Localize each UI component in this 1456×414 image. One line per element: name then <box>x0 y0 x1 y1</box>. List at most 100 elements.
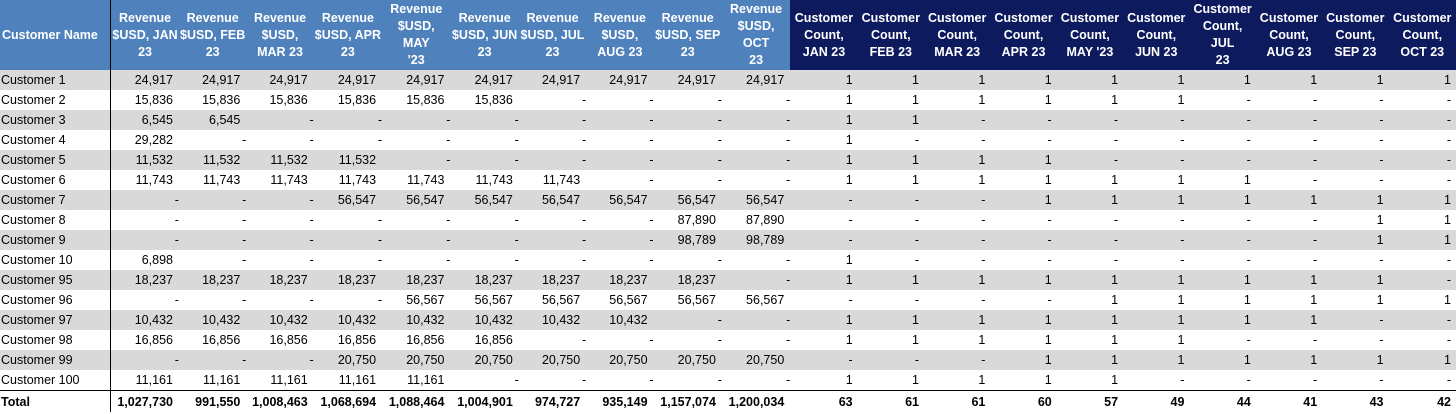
revenue-cell: - <box>586 330 654 350</box>
count-cell: 1 <box>857 90 924 110</box>
revenue-cell: 11,743 <box>382 170 451 190</box>
revenue-cell: 16,856 <box>246 330 314 350</box>
revenue-cell: 11,532 <box>110 150 179 170</box>
column-header-count-2[interactable]: Customer Count, FEB 23 <box>857 0 924 70</box>
table-row[interactable]: Customer 9- - - - - - - -98,789 98,789- - - - - - - -1 1 <box>0 230 1456 250</box>
count-cell: 1 <box>1189 270 1256 290</box>
table-row[interactable]: Customer 1 24,917 24,917 24,917 24,917 24,917… <box>0 70 1456 90</box>
column-header-customer-name[interactable]: Customer Name <box>0 0 112 70</box>
count-cell: 1 <box>790 70 858 90</box>
revenue-cell: - <box>110 230 179 250</box>
column-header-revenue-10[interactable]: Revenue $USD, OCT 23 <box>721 0 791 70</box>
table-row[interactable]: Customer 2 15,836 15,836 15,836 15,836 15,836… <box>0 90 1456 110</box>
count-cell: 1 <box>790 370 858 391</box>
column-header-revenue-9[interactable]: Revenue $USD, SEP 23 <box>653 0 722 70</box>
column-header-count-5[interactable]: Customer Count, MAY '23 <box>1056 0 1124 70</box>
revenue-cell: - <box>178 250 247 270</box>
count-cell: 1 <box>1189 170 1256 190</box>
header-line: 23 <box>477 44 492 59</box>
header-line: Count, <box>1335 27 1376 42</box>
count-cell: 1 <box>1056 270 1124 290</box>
count-cell: 1 <box>790 110 858 130</box>
column-header-count-10[interactable]: Customer Count, OCT 23 <box>1388 0 1456 70</box>
customer-name-cell: Customer 10 <box>0 250 112 270</box>
revenue-cell: 16,856 <box>178 330 247 350</box>
table-row[interactable]: Customer 6 11,743 11,743 11,743 11,743 11,743… <box>0 170 1456 190</box>
header-line: 23 <box>545 44 560 59</box>
header-line: MAR 23 <box>257 44 303 59</box>
revenue-cell: - <box>653 130 722 150</box>
table-row[interactable]: Customer 97 10,432 10,432 10,432 10,432 10,43… <box>0 310 1456 330</box>
table-row[interactable]: Customer 10 6,898- - - - - - - - -1- - - - - - - - - <box>0 250 1456 270</box>
revenue-cell: 56,547 <box>382 190 451 210</box>
count-cell: 1 <box>1056 170 1124 190</box>
table-row[interactable]: Customer 4 29,282- - - - - - - - -1- - - - - - - - - <box>0 130 1456 150</box>
revenue-cell: - <box>246 110 314 130</box>
count-cell: 1 <box>990 350 1057 370</box>
column-header-count-1[interactable]: Customer Count, JAN 23 <box>790 0 858 70</box>
count-cell: - <box>1123 150 1190 170</box>
count-cell: - <box>857 230 924 250</box>
count-cell: - <box>1322 110 1389 130</box>
count-cell: - <box>857 190 924 210</box>
revenue-cell: - <box>178 190 247 210</box>
column-header-count-3[interactable]: Customer Count, MAR 23 <box>924 0 991 70</box>
count-cell: 1 <box>924 150 991 170</box>
column-header-revenue-1[interactable]: Revenue $USD, JAN 23 <box>110 0 179 70</box>
header-line: $USD, <box>261 27 299 42</box>
count-cell: 1 <box>1255 290 1323 310</box>
column-header-revenue-7[interactable]: Revenue $USD, JUL 23 <box>518 0 587 70</box>
revenue-cell: 24,917 <box>313 70 383 90</box>
table-row[interactable]: Customer 3 6,545 6,545- - - - - - - -1 1- - - - - - - - <box>0 110 1456 130</box>
count-cell: 1 <box>1123 190 1190 210</box>
count-cell: 1 <box>1123 350 1190 370</box>
header-line: Count, <box>804 27 844 42</box>
count-cell: 1 <box>1322 350 1389 370</box>
column-header-revenue-4[interactable]: Revenue $USD, APR 23 <box>313 0 383 70</box>
table-row[interactable]: Customer 99- - -20,750 20,750 20,750 20,750 20… <box>0 350 1456 370</box>
revenue-cell: - <box>518 250 587 270</box>
column-header-count-8[interactable]: Customer Count, AUG 23 <box>1255 0 1323 70</box>
table-row[interactable]: Customer 100 11,161 11,161 11,161 11,161 11,1… <box>0 370 1456 391</box>
count-cell: - <box>1322 330 1389 350</box>
count-cell: - <box>1322 170 1389 190</box>
revenue-cell: 11,532 <box>178 150 247 170</box>
table-row[interactable]: Customer 7- - -56,547 56,547 56,547 56,547 56,… <box>0 190 1456 210</box>
table-row[interactable]: Customer 8- - - - - - - -87,890 87,890- - - - - - - -1 1 <box>0 210 1456 230</box>
column-header-count-9[interactable]: Customer Count, SEP 23 <box>1322 0 1389 70</box>
table-row[interactable]: Customer 95 18,237 18,237 18,237 18,237 18,23… <box>0 270 1456 290</box>
total-revenue-cell: 1,157,074 <box>653 390 722 412</box>
column-header-revenue-3[interactable]: Revenue $USD, MAR 23 <box>246 0 314 70</box>
revenue-cell: - <box>313 210 383 230</box>
total-count-cell: 57 <box>1056 390 1124 412</box>
revenue-cell: - <box>586 150 654 170</box>
table-row[interactable]: Customer 98 16,856 16,856 16,856 16,856 16,85… <box>0 330 1456 350</box>
header-line: JAN 23 <box>802 44 846 59</box>
revenue-cell: 15,836 <box>450 90 519 110</box>
total-revenue-cell: 1,004,901 <box>450 390 519 412</box>
count-cell: 1 <box>790 150 858 170</box>
count-cell: 1 <box>1123 170 1190 190</box>
table-row[interactable]: Customer 5 11,532 11,532 11,532 11,532- - - - - -… <box>0 150 1456 170</box>
column-header-revenue-2[interactable]: Revenue $USD, FEB 23 <box>178 0 247 70</box>
count-cell: - <box>924 250 991 270</box>
column-header-revenue-6[interactable]: Revenue $USD, JUN 23 <box>450 0 519 70</box>
revenue-cell: 87,890 <box>653 210 722 230</box>
column-header-count-7[interactable]: Customer Count, JUL 23 <box>1189 0 1256 70</box>
revenue-cell: - <box>721 130 791 150</box>
revenue-cell: - <box>178 290 247 310</box>
count-cell: 1 <box>1322 230 1389 250</box>
count-cell: - <box>1123 110 1190 130</box>
total-count-cell: 49 <box>1123 390 1190 412</box>
revenue-cell: - <box>721 90 791 110</box>
column-header-revenue-5[interactable]: Revenue $USD, MAY '23 <box>382 0 451 70</box>
column-header-revenue-8[interactable]: Revenue $USD, AUG 23 <box>586 0 654 70</box>
column-header-count-4[interactable]: Customer Count, APR 23 <box>990 0 1057 70</box>
revenue-cell: 16,856 <box>382 330 451 350</box>
table-row[interactable]: Customer 96- - - -56,567 56,567 56,567 56,567 5… <box>0 290 1456 310</box>
revenue-cell: 24,917 <box>110 70 179 90</box>
column-header-count-6[interactable]: Customer Count, JUN 23 <box>1123 0 1190 70</box>
count-cell: 1 <box>1189 190 1256 210</box>
revenue-cell: 15,836 <box>246 90 314 110</box>
count-cell: 1 <box>1056 90 1124 110</box>
